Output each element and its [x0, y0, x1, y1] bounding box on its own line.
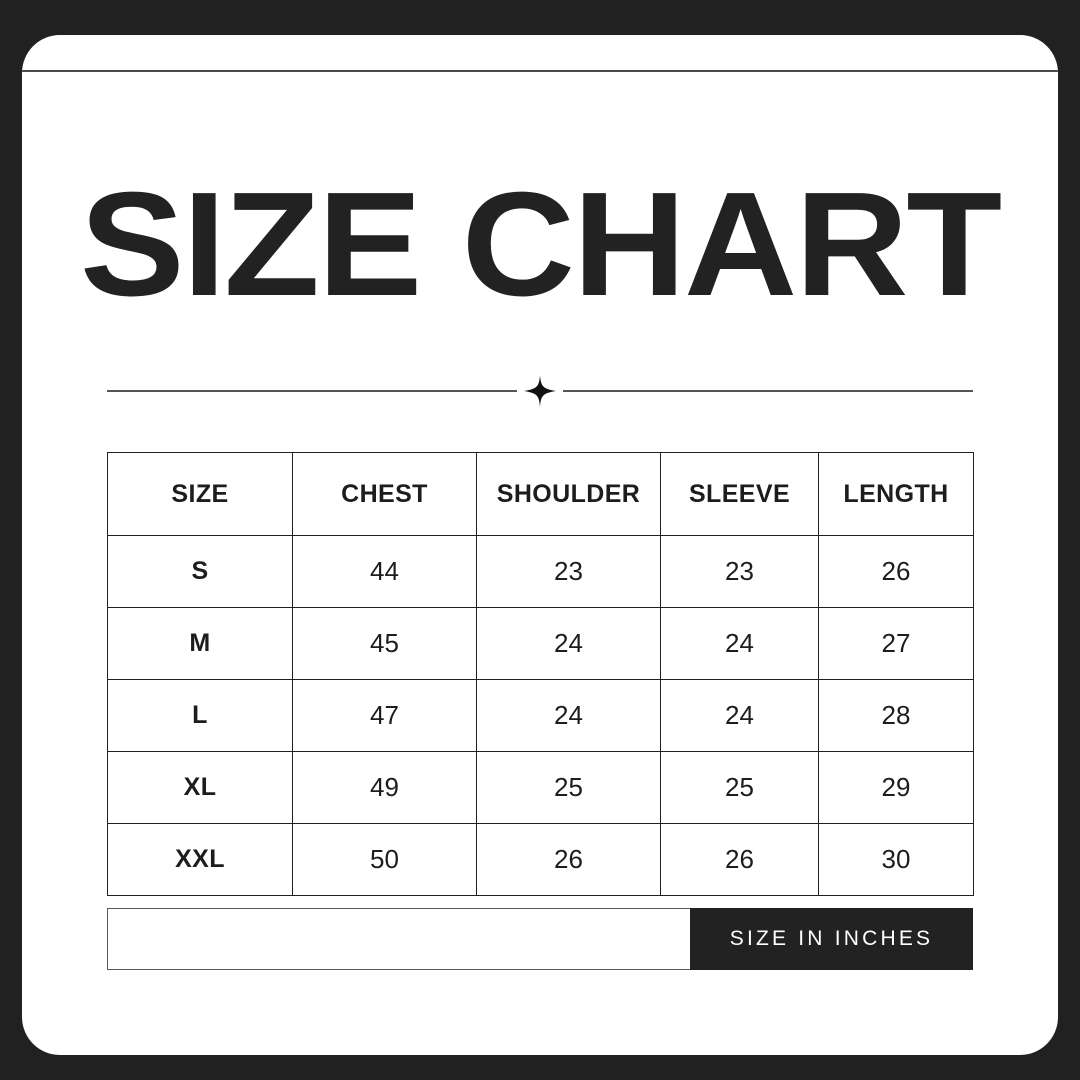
cell-length: 26: [818, 535, 974, 608]
column-header-chest: CHEST: [292, 452, 477, 536]
unit-label: SIZE IN INCHES: [690, 908, 973, 970]
column-header-length: LENGTH: [818, 452, 974, 536]
cell-sleeve: 26: [660, 823, 819, 896]
table-row: M 45 24 24 27: [107, 607, 974, 680]
ornamental-divider: [107, 373, 973, 409]
size-table: SIZE CHEST SHOULDER SLEEVE LENGTH S 44 2…: [107, 452, 974, 896]
cell-size: XXL: [107, 823, 293, 896]
table-header-row: SIZE CHEST SHOULDER SLEEVE LENGTH: [107, 452, 974, 536]
cell-shoulder: 25: [476, 751, 661, 824]
cell-chest: 45: [292, 607, 477, 680]
cell-size: L: [107, 679, 293, 752]
cell-shoulder: 24: [476, 607, 661, 680]
cell-chest: 47: [292, 679, 477, 752]
cell-sleeve: 23: [660, 535, 819, 608]
table-row: L 47 24 24 28: [107, 679, 974, 752]
column-header-shoulder: SHOULDER: [476, 452, 661, 536]
cell-sleeve: 24: [660, 607, 819, 680]
cell-chest: 49: [292, 751, 477, 824]
cell-length: 28: [818, 679, 974, 752]
cell-shoulder: 23: [476, 535, 661, 608]
cell-length: 29: [818, 751, 974, 824]
cell-size: S: [107, 535, 293, 608]
table-row: S 44 23 23 26: [107, 535, 974, 608]
cell-size: XL: [107, 751, 293, 824]
cell-shoulder: 24: [476, 679, 661, 752]
footer-bar: SIZE IN INCHES: [107, 908, 973, 970]
table-row: XL 49 25 25 29: [107, 751, 974, 824]
cell-sleeve: 25: [660, 751, 819, 824]
four-pointed-star-icon: [517, 373, 563, 409]
divider-line-right: [563, 390, 973, 392]
column-header-sleeve: SLEEVE: [660, 452, 819, 536]
table-row: XXL 50 26 26 30: [107, 823, 974, 896]
cell-chest: 44: [292, 535, 477, 608]
cell-length: 30: [818, 823, 974, 896]
cell-sleeve: 24: [660, 679, 819, 752]
top-divider-rule: [22, 70, 1058, 72]
size-chart-card: SIZE CHART SIZE CHEST SHOULDER SLEEVE: [22, 35, 1058, 1055]
cell-chest: 50: [292, 823, 477, 896]
column-header-size: SIZE: [107, 452, 293, 536]
cell-size: M: [107, 607, 293, 680]
cell-length: 27: [818, 607, 974, 680]
divider-line-left: [107, 390, 517, 392]
page-title: SIZE CHART: [79, 162, 1002, 327]
cell-shoulder: 26: [476, 823, 661, 896]
footer-blank-area: [107, 908, 690, 970]
